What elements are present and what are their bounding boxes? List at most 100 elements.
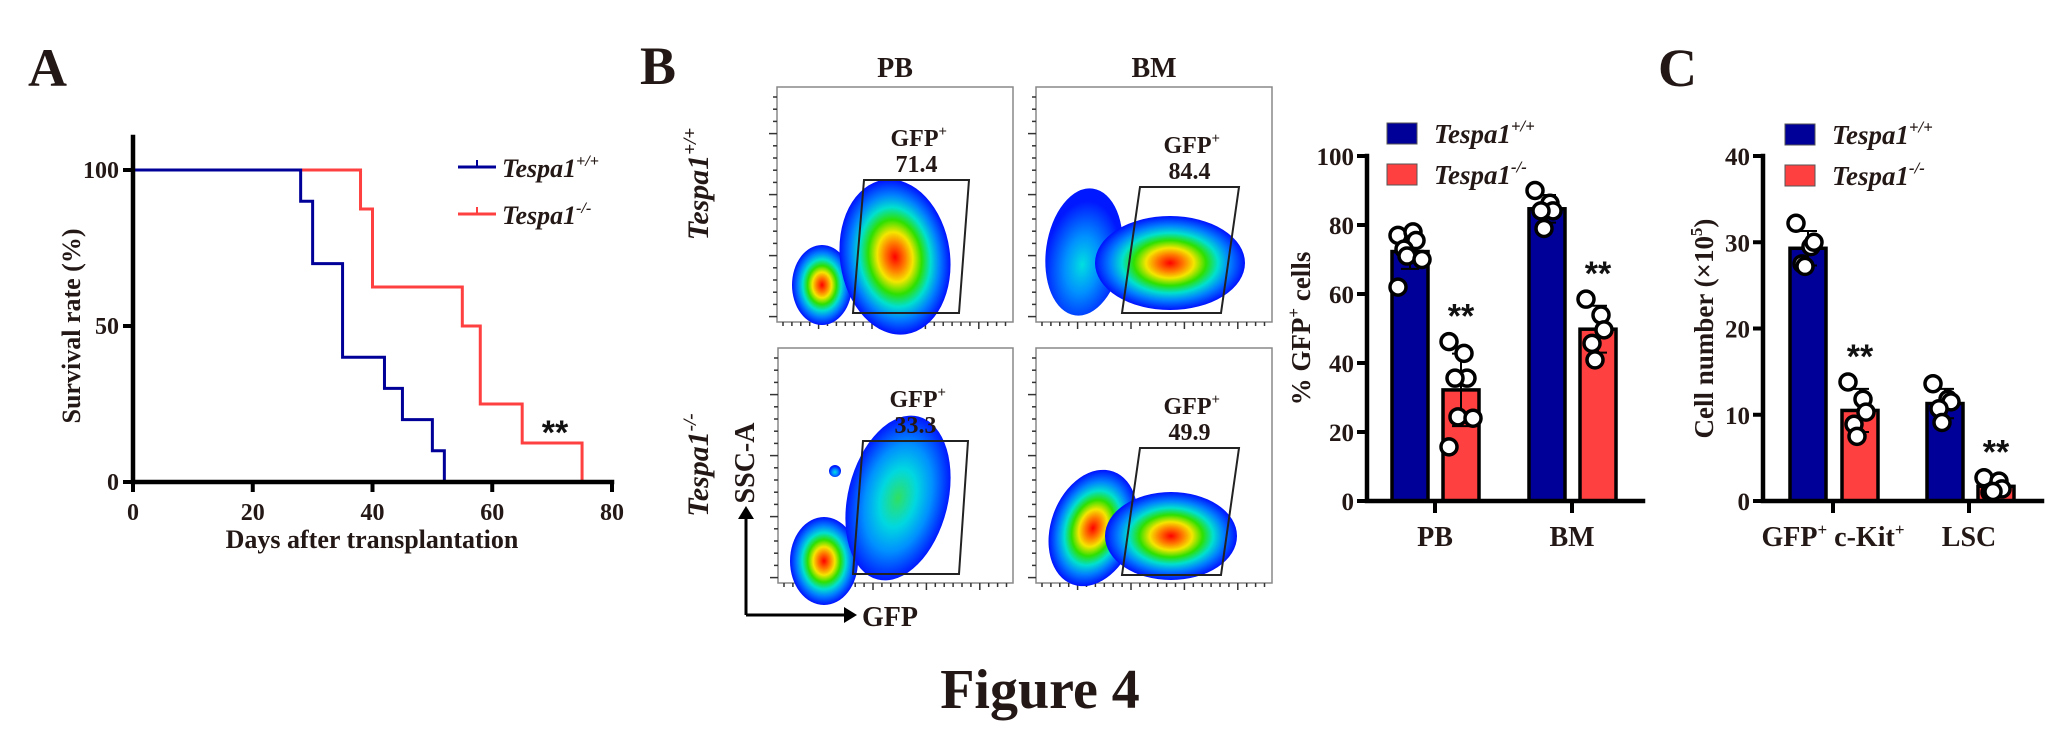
panel-letter-a: A — [28, 38, 67, 98]
gate-label: GFP+ — [1164, 392, 1220, 420]
data-point — [1454, 343, 1474, 364]
legend-swatch-ko — [1784, 164, 1816, 187]
survival-curve-wt — [133, 168, 446, 482]
cell-population-density — [792, 245, 852, 325]
legend-label-wt-base: Tespa1 — [502, 154, 576, 183]
legend-label-ko-sup: -/- — [576, 200, 591, 217]
data-point — [1932, 412, 1952, 433]
flow-plot: GFP+71.4 — [769, 86, 1014, 335]
legend-swatch-wt — [1784, 123, 1816, 146]
flow-col-header-bm: BM — [1131, 53, 1176, 84]
survival-chart: 0 50 100 0 20 40 60 80 Days after transplantatio… — [57, 134, 624, 554]
legend-label-wt-base: Tespa1 — [1434, 119, 1511, 149]
legend-swatch-ko — [1386, 163, 1418, 186]
bar-gfp-c-kit--wt — [1788, 246, 1828, 503]
gate-label: GFP+ — [1164, 131, 1220, 159]
data-point — [1923, 373, 1943, 394]
x-tick-label-part: c-Kit — [1827, 522, 1895, 553]
x-tick-label-part: GFP — [1761, 522, 1817, 553]
y-axis-title-sup: 5 — [1687, 228, 1706, 237]
data-point — [1585, 350, 1605, 370]
figure-title: Figure 4 — [940, 659, 1140, 721]
y-tick-label: 100 — [83, 158, 119, 184]
gate-label: GFP+ — [891, 124, 947, 152]
y-tick-label: 0 — [1342, 489, 1355, 516]
gate-percentage: 33.3 — [895, 413, 937, 439]
legend-label-ko: Tespa1-/- — [1434, 158, 1527, 190]
x-tick-label: GFP+ c-Kit+ — [1761, 520, 1904, 553]
cell-population-density — [845, 415, 951, 581]
gate-label-base: GFP — [890, 387, 938, 413]
data-point — [1983, 481, 2003, 502]
flow-row-label-wt: Tespa1+/+ — [680, 128, 715, 241]
flow-cytometry-grid: PB BM Tespa1+/+ Tespa1-/- GFP+71.4GFP+84… — [680, 53, 1273, 633]
data-point — [1388, 277, 1408, 297]
legend-label-wt: Tespa1+/+ — [1434, 117, 1535, 149]
gfp-gate — [851, 440, 970, 575]
panel-letter-c: C — [1658, 38, 1697, 98]
y-axis-title-pre: % GFP — [1286, 318, 1316, 406]
data-point — [1576, 289, 1596, 309]
flow-row-label-ko: Tespa1-/- — [680, 413, 715, 517]
x-tick-label: PB — [1417, 522, 1453, 553]
legend-label-ko-sup: -/- — [1511, 158, 1527, 177]
axes — [130, 134, 615, 485]
gate-percentage: 84.4 — [1169, 159, 1211, 185]
data-point — [1534, 218, 1554, 239]
legend-label-wt-sup: +/+ — [1511, 117, 1535, 136]
gate-percentage: 71.4 — [896, 152, 938, 178]
gate-label-sup: + — [938, 385, 946, 401]
y-axis-title-post: cells — [1286, 252, 1316, 308]
legend-label-ko-base: Tespa1 — [1832, 161, 1909, 191]
y-tick-label: 50 — [95, 314, 119, 340]
data-point — [1795, 256, 1815, 277]
gate-percentage: 49.9 — [1169, 420, 1211, 446]
significance-marker: ** — [1448, 298, 1475, 336]
y-tick-label: 60 — [1329, 282, 1354, 309]
data-point — [1786, 213, 1806, 234]
cell-population-density — [790, 517, 858, 605]
x-tick-label-sup: + — [1817, 520, 1827, 539]
data-point — [1838, 372, 1858, 392]
legend-label-ko-sup: -/- — [1909, 159, 1925, 178]
flow-plot: GFP+49.9 — [1028, 347, 1273, 590]
y-tick-label: 40 — [1725, 144, 1750, 171]
x-tick-label: 0 — [127, 500, 139, 526]
flow-y-axis-label: SSC-A — [730, 422, 761, 504]
flow-plot: GFP+33.3 — [770, 347, 1014, 605]
significance-marker: ** — [1983, 434, 2010, 472]
x-tick-label-sup: + — [1895, 520, 1905, 539]
gfp-gate — [1120, 186, 1241, 314]
legend-label-wt: Tespa1+/+ — [1832, 118, 1933, 150]
data-point — [1439, 331, 1459, 352]
gate-label-base: GFP — [1164, 133, 1212, 159]
y-tick-label: 100 — [1317, 144, 1355, 171]
x-tick-label: 40 — [361, 500, 385, 526]
legend-label-ko: Tespa1-/- — [502, 200, 591, 230]
legend-label-ko-base: Tespa1 — [502, 201, 576, 230]
x-tick-label: 20 — [241, 500, 265, 526]
x-tick-label: 80 — [600, 500, 624, 526]
x-tick-label-part: LSC — [1942, 522, 1996, 553]
data-point — [1847, 426, 1867, 447]
gate-label-sup: + — [939, 124, 947, 140]
y-tick-label: 20 — [1725, 317, 1750, 344]
significance-marker: ** — [542, 414, 569, 452]
arrow-right-icon — [844, 607, 857, 623]
gate-label-base: GFP — [1164, 394, 1212, 420]
data-point — [1525, 180, 1545, 201]
y-tick-label: 0 — [107, 470, 119, 496]
legend-label-wt: Tespa1+/+ — [502, 153, 599, 183]
data-point — [1856, 402, 1876, 422]
flow-x-axis-label: GFP — [862, 602, 918, 633]
legend-swatch-wt — [1386, 122, 1418, 145]
y-axis-title-sup: + — [1284, 308, 1303, 318]
y-axis-title: Survival rate (%) — [57, 229, 86, 424]
gate-label: GFP+ — [890, 385, 946, 413]
legend-label-wt-base: Tespa1 — [1832, 120, 1909, 150]
y-tick-label: 0 — [1738, 489, 1751, 516]
x-tick-label: LSC — [1942, 522, 1996, 553]
data-point — [1463, 408, 1483, 428]
